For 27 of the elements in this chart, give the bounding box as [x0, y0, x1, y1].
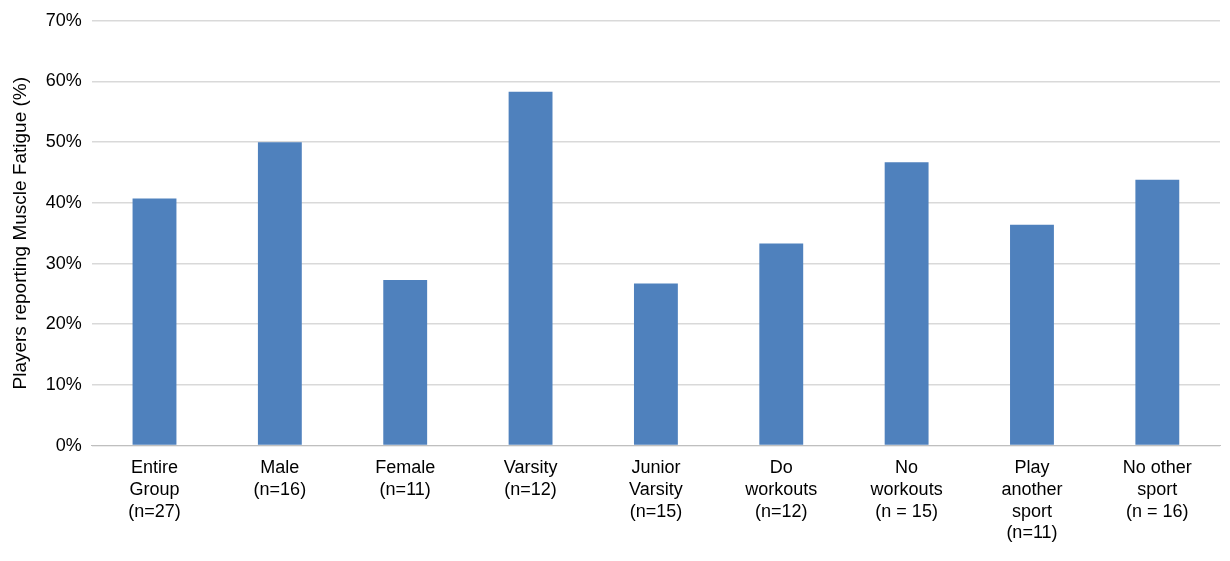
y-tick-label: 30% [45, 252, 82, 273]
bar [257, 142, 302, 445]
bar [633, 283, 678, 445]
y-tick-label: 40% [45, 191, 82, 212]
bar [884, 162, 929, 445]
y-tick-label: 10% [45, 373, 82, 394]
y-tick-label: 50% [45, 131, 82, 152]
x-tick-label: Male (n=16) [253, 457, 307, 499]
x-tick-label: Play another sport (n=11) [1001, 457, 1063, 543]
x-tick-label: Entire Group (n=27) [128, 457, 181, 521]
bar [759, 243, 804, 445]
bar [1010, 224, 1054, 445]
x-tick-label: Female (n=11) [375, 457, 436, 499]
bar [508, 91, 553, 445]
x-tick-label: No workouts (n = 15) [869, 457, 943, 521]
y-tick-label: 60% [45, 70, 82, 91]
bar [132, 198, 177, 445]
x-tick-label: No other sport (n = 16) [1122, 457, 1192, 521]
y-axis-title: Players reporting Muscle Fatigue (%) [8, 76, 30, 390]
y-tick-label: 70% [45, 9, 82, 30]
x-tick-label: Varsity (n=12) [503, 457, 558, 499]
bar [1135, 179, 1180, 445]
x-tick-label: Do workouts (n=12) [744, 457, 818, 521]
x-tick-label: Junior Varsity (n=15) [629, 457, 683, 521]
y-tick-label: 20% [45, 313, 82, 334]
bar [383, 279, 428, 445]
y-tick-label: 0% [55, 434, 82, 455]
